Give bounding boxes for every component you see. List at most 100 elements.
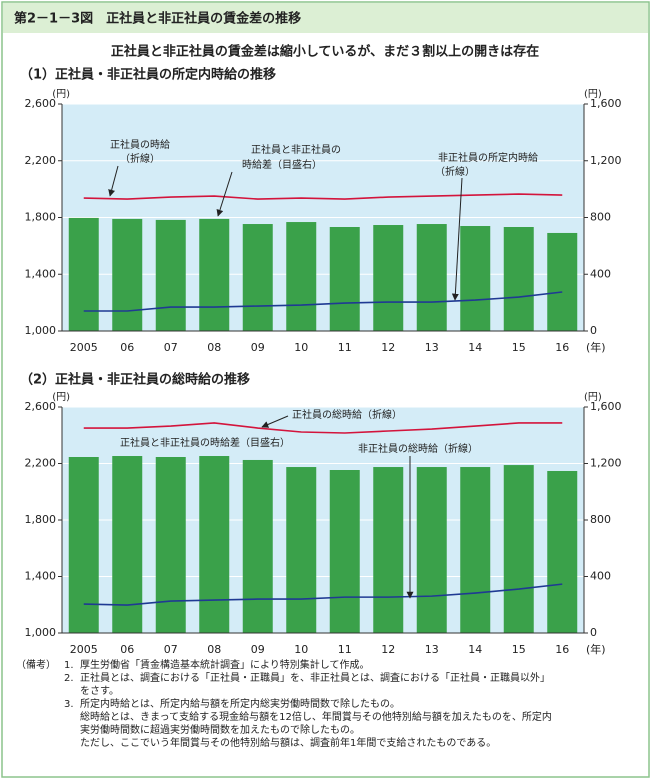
bar <box>286 467 317 633</box>
x-tick-label: 08 <box>207 643 221 656</box>
bar <box>373 467 404 633</box>
note-text: 総時給とは、きまって支給する現金給与額を12倍し、年間賞与その他特別給与額を加え… <box>80 710 552 723</box>
y2-tick-label: 1,600 <box>590 400 622 413</box>
x-tick-label: 2005 <box>70 643 98 656</box>
annotation: 正社員の総時給（折線） <box>292 408 402 421</box>
x-tick-label: 09 <box>251 341 265 354</box>
bar <box>155 219 186 331</box>
annotation: 正社員と非正社員の <box>251 143 341 156</box>
y2-tick-label: 1,200 <box>590 154 622 167</box>
bar <box>547 232 578 331</box>
y-tick-label: 1,400 <box>25 570 57 583</box>
y-unit: (円) <box>52 89 70 100</box>
line <box>83 193 563 200</box>
bar <box>242 224 273 331</box>
headline: 正社員と非正社員の賃金差は縮小しているが、まだ３割以上の開きは存在 <box>111 44 539 60</box>
x-tick-label: 12 <box>381 643 395 656</box>
x-unit: (年) <box>586 642 606 656</box>
x-tick-label: 09 <box>251 643 265 656</box>
line <box>83 583 563 606</box>
note-text: 正社員とは、調査における「正社員・正職員」を、非正社員とは、調査における「正社員… <box>80 671 550 684</box>
y-tick-label: 2,600 <box>25 97 57 110</box>
bar <box>460 226 491 331</box>
note-number: 1. <box>64 660 74 671</box>
y-tick-label: 1,000 <box>25 324 57 337</box>
annotation: 非正社員の総時給（折線） <box>358 442 478 455</box>
x-tick-label: 10 <box>294 341 308 354</box>
annotation: 非正社員の所定内時給 <box>438 151 538 164</box>
y2-tick-label: 1,200 <box>590 457 622 470</box>
x-tick-label: 16 <box>555 643 569 656</box>
x-tick-label: 06 <box>120 341 134 354</box>
x-tick-label: 07 <box>164 643 178 656</box>
x-unit: (年) <box>586 340 606 354</box>
bar <box>503 227 534 331</box>
y-tick-label: 2,600 <box>25 400 57 413</box>
bar <box>329 469 360 633</box>
y-tick-label: 1,400 <box>25 267 57 280</box>
x-tick-label: 07 <box>164 341 178 354</box>
y-unit: (円) <box>52 392 70 403</box>
y2-tick-label: 800 <box>590 513 611 526</box>
line <box>83 422 563 434</box>
annotation: 時給差（目盛右） <box>242 158 322 171</box>
annotation: 正社員と非正社員の時給差（目盛右） <box>120 436 290 449</box>
bar <box>373 225 404 331</box>
bar <box>155 457 186 633</box>
x-tick-label: 15 <box>512 341 526 354</box>
bar <box>199 456 230 633</box>
annotation: （折線） <box>435 165 475 178</box>
arrow <box>108 165 119 197</box>
y-tick-label: 1,800 <box>25 513 57 526</box>
bar <box>112 218 143 331</box>
bar <box>416 467 447 633</box>
annotation: （折線） <box>120 152 160 165</box>
bar <box>68 457 99 633</box>
bar <box>416 224 447 331</box>
note-text: 厚生労働省「賃金構造基本統計調査」により特別集計して作成。 <box>80 658 370 671</box>
y-tick-label: 2,200 <box>25 457 57 470</box>
bar <box>68 217 99 331</box>
x-tick-label: 14 <box>468 643 482 656</box>
y2-tick-label: 400 <box>590 570 611 583</box>
note-number: 2. <box>64 673 74 684</box>
bar <box>460 467 491 633</box>
arrow <box>216 171 233 217</box>
y2-tick-label: 400 <box>590 267 611 280</box>
y-tick-label: 2,200 <box>25 154 57 167</box>
x-tick-label: 13 <box>425 643 439 656</box>
y2-tick-label: 800 <box>590 211 611 224</box>
notes-label: （備考） <box>16 658 56 671</box>
annotation: 正社員の時給 <box>110 138 170 151</box>
note-text: 所定内時給とは、所定内給与額を所定内総実労働時間数で除したもの。 <box>80 697 400 710</box>
y2-unit: (円) <box>584 392 602 403</box>
note-number: 3. <box>64 699 74 710</box>
y2-tick-label: 0 <box>590 324 597 337</box>
bar <box>503 465 534 633</box>
y2-unit: (円) <box>584 89 602 100</box>
x-tick-label: 08 <box>207 341 221 354</box>
y-tick-label: 1,000 <box>25 626 57 639</box>
x-tick-label: 14 <box>468 341 482 354</box>
line <box>83 291 563 312</box>
x-tick-label: 12 <box>381 341 395 354</box>
bar <box>286 222 317 331</box>
bar <box>242 459 273 633</box>
note-text: をさす。 <box>80 685 119 697</box>
y-tick-label: 1,800 <box>25 211 57 224</box>
x-tick-label: 11 <box>338 341 352 354</box>
x-tick-label: 15 <box>512 643 526 656</box>
bar <box>199 218 230 331</box>
arrow <box>261 415 289 428</box>
x-tick-label: 11 <box>338 643 352 656</box>
chart-title: （2）正社員・非正社員の総時給の推移 <box>20 372 250 388</box>
x-tick-label: 16 <box>555 341 569 354</box>
bar <box>112 456 143 633</box>
x-tick-label: 10 <box>294 643 308 656</box>
x-tick-label: 06 <box>120 643 134 656</box>
chart-title: （1）正社員・非正社員の所定内時給の推移 <box>20 67 276 83</box>
y2-tick-label: 1,600 <box>590 97 622 110</box>
y2-tick-label: 0 <box>590 626 597 639</box>
x-tick-label: 13 <box>425 341 439 354</box>
